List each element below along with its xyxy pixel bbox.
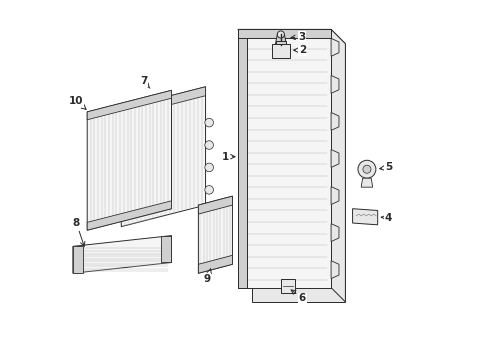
Polygon shape [87, 90, 172, 120]
Polygon shape [331, 75, 339, 93]
Polygon shape [73, 235, 172, 273]
Circle shape [277, 31, 284, 38]
Polygon shape [361, 178, 373, 187]
Polygon shape [198, 196, 232, 214]
Polygon shape [238, 30, 331, 288]
Polygon shape [87, 90, 172, 230]
Text: 5: 5 [380, 162, 392, 172]
Polygon shape [331, 186, 339, 204]
Polygon shape [331, 112, 339, 130]
Circle shape [205, 141, 214, 149]
Polygon shape [252, 44, 345, 302]
Polygon shape [331, 30, 345, 302]
Text: 3: 3 [291, 32, 305, 41]
Text: 10: 10 [69, 96, 86, 109]
Circle shape [363, 165, 371, 173]
Polygon shape [275, 35, 286, 44]
Circle shape [205, 118, 214, 127]
Text: 6: 6 [291, 290, 306, 303]
Text: 2: 2 [294, 45, 306, 55]
Text: 4: 4 [381, 213, 392, 222]
Text: 7: 7 [140, 76, 150, 88]
Polygon shape [122, 87, 205, 117]
Polygon shape [353, 209, 378, 225]
Polygon shape [198, 196, 232, 273]
Text: 8: 8 [73, 218, 85, 246]
Polygon shape [331, 261, 339, 279]
Polygon shape [73, 246, 83, 273]
Polygon shape [331, 224, 339, 242]
Circle shape [205, 208, 214, 217]
Polygon shape [276, 41, 286, 44]
Polygon shape [281, 279, 295, 293]
Text: 1: 1 [221, 152, 235, 162]
Polygon shape [87, 201, 172, 230]
Polygon shape [238, 30, 331, 39]
Circle shape [358, 160, 376, 178]
Text: 9: 9 [204, 269, 211, 284]
Polygon shape [331, 149, 339, 167]
Polygon shape [238, 30, 247, 288]
Circle shape [205, 163, 214, 172]
Polygon shape [238, 30, 345, 44]
Polygon shape [198, 255, 232, 273]
Polygon shape [331, 39, 339, 56]
Polygon shape [161, 235, 172, 262]
Polygon shape [122, 87, 205, 226]
Polygon shape [272, 44, 290, 58]
Circle shape [205, 185, 214, 194]
